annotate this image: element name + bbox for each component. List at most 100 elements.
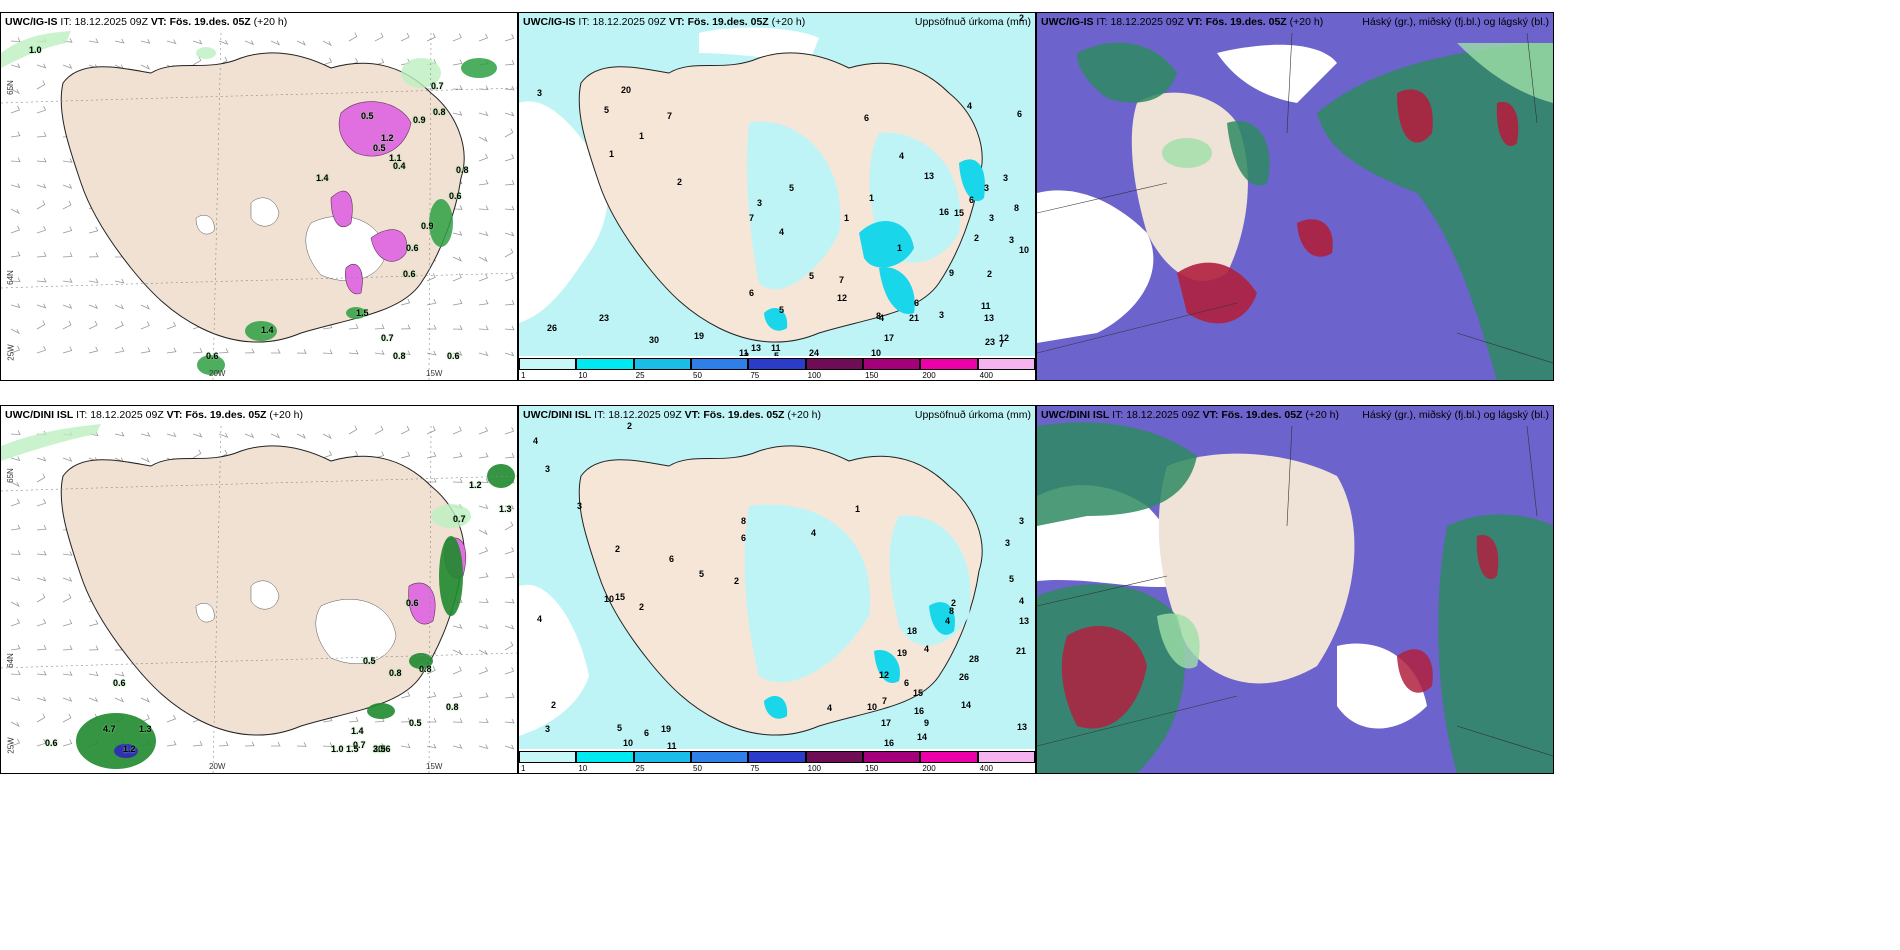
graticule: [1, 425, 517, 773]
wind-barb: [374, 425, 384, 435]
dry-area: [519, 584, 589, 736]
wind-barb: [478, 546, 489, 555]
land-clear: [1158, 453, 1355, 684]
wind-barb: [10, 696, 21, 702]
colorbar-swatch: [863, 358, 921, 370]
map-value-label: 3: [757, 198, 763, 208]
colorbar-swatch: [576, 751, 634, 763]
wind-barb: [271, 348, 281, 354]
map-value-label: 8: [876, 311, 882, 321]
wind-barb: [10, 738, 21, 747]
map-value-label: 10: [604, 594, 615, 604]
wind-barb: [452, 273, 462, 282]
clear-sky: [1037, 190, 1154, 343]
map-value-label: 3: [1009, 235, 1015, 245]
wind-barb: [426, 350, 437, 356]
map-value-label: 1: [844, 213, 850, 223]
wind-barb: [478, 299, 489, 306]
wind-barb: [62, 456, 73, 462]
wind-barb: [348, 742, 359, 748]
map-value-label: 13: [1019, 616, 1030, 626]
wind-barb: [10, 63, 21, 69]
wind-barb: [426, 743, 437, 749]
high-cloud-light: [1162, 43, 1553, 168]
wind-barb: [62, 619, 73, 627]
map-value-label: 13: [984, 313, 995, 323]
map-value-label: 6: [864, 113, 870, 123]
wind-barb: [478, 256, 488, 263]
wind-barb: [10, 183, 21, 189]
wind-barb: [88, 320, 98, 330]
map-value-label: 4: [1019, 596, 1025, 606]
wind-barb: [114, 671, 125, 677]
wind-barb: [374, 743, 385, 748]
wind-barb: [10, 644, 21, 651]
wind-barb: [504, 521, 514, 531]
wind-barb: [62, 226, 73, 234]
colorbar-swatch: [805, 358, 863, 370]
map-value-label: 7: [749, 213, 755, 223]
wind-barb: [504, 547, 515, 555]
map-value-label: 2: [734, 576, 740, 586]
precip-over-land: [747, 121, 961, 290]
colorbar: 1 10 25 50 75 100 150 200 400: [519, 749, 1035, 773]
colorbar-tick: 150: [865, 371, 879, 380]
map-value-label: 8: [949, 606, 955, 616]
map-value-label: 6: [904, 678, 910, 688]
wind-barb: [218, 741, 229, 747]
map-value-label: 2: [551, 700, 557, 710]
map-value-label: 1.3: [139, 724, 152, 734]
wind-barb: [427, 324, 437, 330]
wind-barb: [452, 111, 463, 116]
wind-barb: [166, 740, 177, 747]
wind-map-svg: [1, 424, 517, 773]
wind-barb: [36, 226, 47, 234]
wind-barb: [244, 741, 255, 747]
wind-barb: [114, 304, 125, 310]
wind-barb: [400, 691, 411, 699]
wind-barb: [504, 598, 515, 604]
map-value-label: 4: [537, 614, 543, 624]
map-value-label: 6: [1017, 109, 1023, 119]
map-value-label: 10: [1019, 245, 1030, 255]
map-value-label: 5: [779, 305, 785, 315]
map-value-label: 13: [1017, 722, 1028, 732]
glaciers: [195, 580, 397, 664]
map-value-label: 2: [677, 177, 683, 187]
intense-precip: [114, 744, 138, 758]
map-value-label: 24: [809, 348, 820, 358]
map-value-label: 1.2: [381, 133, 394, 143]
colorbar-swatch: [920, 358, 978, 370]
map-value-label: 3: [984, 183, 990, 193]
map-value-label: 3: [577, 501, 583, 511]
map-value-label: 26: [547, 323, 558, 333]
map-value-label: 3: [545, 464, 551, 474]
axis-lon-15: 15W: [426, 369, 443, 378]
iceland-landmass: [60, 52, 465, 343]
map-value-label: 0.8: [433, 107, 446, 117]
wind-barb: [478, 205, 489, 211]
wind-barb: [504, 667, 515, 675]
map-value-label: 0.6: [449, 191, 462, 201]
map-value-label: 23: [599, 313, 610, 323]
wind-barb: [140, 304, 150, 310]
map-value-label: 5: [617, 723, 623, 733]
colorbar-tick: 25: [635, 371, 645, 380]
map-value-label: 5: [809, 271, 815, 281]
wind-barb: [478, 351, 489, 357]
map-value-label: 1.5: [346, 744, 359, 754]
map-value-label: 13: [751, 343, 762, 353]
wind-barb: [348, 32, 358, 42]
map-value-label: 2: [987, 269, 993, 279]
map-value-label: 4.7: [103, 724, 116, 734]
map-value-label: 4: [945, 616, 951, 626]
wind-barb: [10, 225, 21, 234]
wind-barb: [114, 697, 125, 703]
wind-barb: [452, 351, 463, 356]
wind-barb: [36, 346, 47, 354]
axis-lon-25: 25W: [6, 344, 16, 361]
wind-barb: [322, 40, 332, 47]
wind-barb: [478, 504, 489, 510]
map-value-label: 16: [914, 706, 925, 716]
map-value-label: 1.0: [29, 45, 42, 55]
